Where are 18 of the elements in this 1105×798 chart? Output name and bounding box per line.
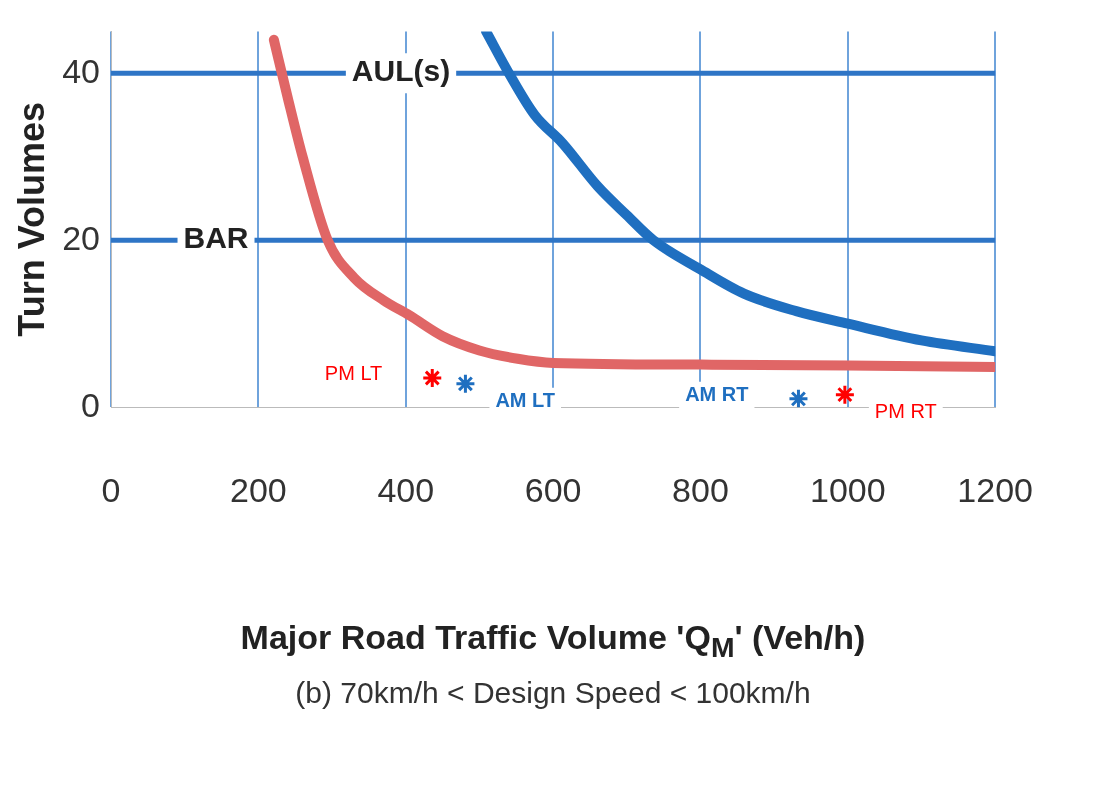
x-tick-label: 200 xyxy=(230,470,287,509)
y-tick-label: 0 xyxy=(81,385,101,424)
x-tick-label: 600 xyxy=(524,470,582,509)
x-tick-label: 1200 xyxy=(957,470,1033,509)
x-tick-label: 800 xyxy=(672,470,729,509)
ref-line-label: AUL(s) xyxy=(351,54,451,88)
y-axis-title: Turn Volumes xyxy=(10,101,52,337)
text: AM RT xyxy=(685,383,749,406)
x-axis-title: Major Road Traffic Volume 'Q$_{M}$' (Veh/h) xyxy=(239,618,867,664)
x-tick-label: 1000 xyxy=(810,470,886,509)
x-tick-label: 400 xyxy=(377,470,435,509)
y-tick-label: 40 xyxy=(62,51,101,90)
text: (b) 70km/h < Design Speed < 100km/h xyxy=(294,675,812,710)
y-tick-label: 20 xyxy=(62,218,101,257)
series-label: AM LT xyxy=(495,389,556,412)
ref-line-label: BAR xyxy=(183,221,249,255)
series-label: PM RT xyxy=(874,400,937,423)
text: PM LT xyxy=(324,362,383,385)
